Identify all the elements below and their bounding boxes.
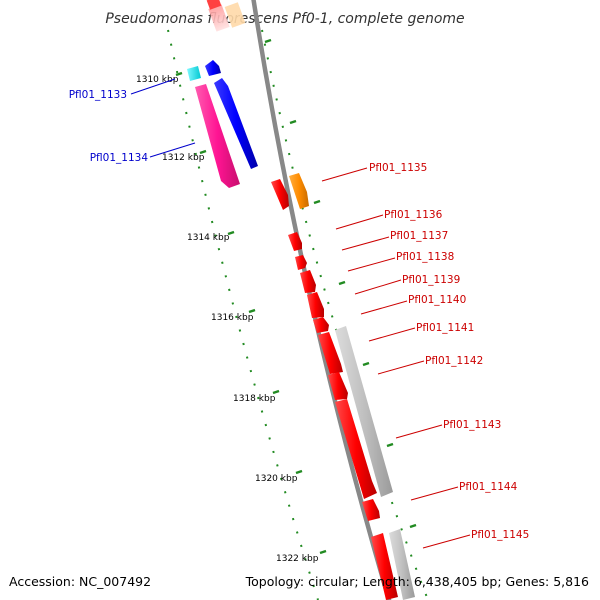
- scale-labels: 1310 kbp 1312 kbp 1314 kbp 1316 kbp 1318…: [136, 75, 319, 564]
- scale-label-1318: 1318 kbp: [233, 394, 276, 404]
- reverse-strand-features: [187, 60, 258, 188]
- gene-feature-pfl01-1133[interactable]: [205, 60, 221, 76]
- gene-feature-pfl01-1135[interactable]: [271, 179, 289, 210]
- gene-label-pfl01-1141[interactable]: Pfl01_1141: [416, 322, 474, 334]
- gene-feature-pfl01-1140[interactable]: [313, 317, 329, 333]
- scale-label-1314: 1314 kbp: [187, 233, 230, 243]
- gene-feature-pfl01-1142[interactable]: [328, 372, 348, 400]
- gene-feature-pfl01-1135-orange[interactable]: [289, 173, 309, 209]
- gene-labels-right: Pfl01_1135 Pfl01_1136 Pfl01_1137 Pfl01_1…: [369, 162, 529, 541]
- gene-label-pfl01-1139[interactable]: Pfl01_1139: [402, 274, 460, 286]
- scale-track-outer: [261, 29, 429, 600]
- gene-feature-pfl01-1139[interactable]: [307, 292, 324, 318]
- gene-label-pfl01-1140[interactable]: Pfl01_1140: [408, 294, 466, 306]
- gene-feature-pfl01-1134-blue[interactable]: [214, 78, 258, 169]
- gene-feature-pfl01-1136[interactable]: [288, 232, 302, 251]
- top-faded-features: [206, 0, 246, 32]
- gene-label-pfl01-1137[interactable]: Pfl01_1137: [390, 230, 448, 242]
- scale-track-inner: [167, 29, 319, 600]
- scale-label-1316: 1316 kbp: [211, 313, 254, 323]
- gene-label-pfl01-1133[interactable]: Pfl01_1133: [69, 89, 127, 101]
- gene-label-pfl01-1144[interactable]: Pfl01_1144: [459, 481, 518, 493]
- gene-feature-grey-upper[interactable]: [335, 326, 393, 497]
- major-ticks-outer: [264, 38, 417, 529]
- gene-labels-left: Pfl01_1133 Pfl01_1134: [69, 89, 149, 164]
- map-title: Pseudomonas fluorescens Pf0-1, complete …: [105, 11, 464, 27]
- gene-label-pfl01-1138[interactable]: Pfl01_1138: [396, 251, 454, 263]
- forward-strand-features: [271, 173, 415, 600]
- gene-feature-pfl01-1143[interactable]: [335, 399, 377, 499]
- scale-label-1312: 1312 kbp: [162, 153, 205, 163]
- gene-label-pfl01-1134[interactable]: Pfl01_1134: [90, 152, 149, 164]
- major-ticks-inner: [175, 71, 327, 555]
- gene-feature-cyan[interactable]: [187, 66, 201, 81]
- gene-feature-pfl01-1134-pink[interactable]: [195, 84, 240, 188]
- gene-feature-pfl01-1145[interactable]: [371, 533, 398, 600]
- topology-text: Topology: circular; Length: 6,438,405 bp…: [245, 574, 589, 589]
- gene-feature-pfl01-1144[interactable]: [362, 499, 380, 521]
- gene-feature-pfl01-1137[interactable]: [295, 255, 307, 270]
- scale-label-1310: 1310 kbp: [136, 75, 179, 85]
- accession-text: Accession: NC_007492: [9, 574, 151, 589]
- gene-feature-pfl01-1141[interactable]: [318, 332, 343, 374]
- scale-label-1322: 1322 kbp: [276, 554, 319, 564]
- gene-label-pfl01-1143[interactable]: Pfl01_1143: [443, 419, 501, 431]
- gene-label-pfl01-1135[interactable]: Pfl01_1135: [369, 162, 427, 174]
- gene-feature-grey-lower[interactable]: [389, 529, 415, 600]
- gene-label-pfl01-1142[interactable]: Pfl01_1142: [425, 355, 483, 367]
- gene-label-pfl01-1136[interactable]: Pfl01_1136: [384, 209, 443, 221]
- gene-feature-pfl01-1138[interactable]: [300, 270, 316, 293]
- gene-label-pfl01-1145[interactable]: Pfl01_1145: [471, 529, 529, 541]
- label-leader-lines: [130, 78, 471, 549]
- scale-label-1320: 1320 kbp: [255, 474, 298, 484]
